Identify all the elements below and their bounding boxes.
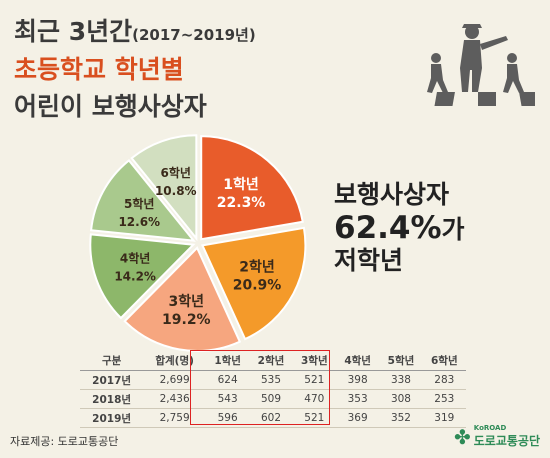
- logo-name: 도로교통공단: [473, 434, 541, 448]
- table-cell: 521: [292, 370, 336, 390]
- pie-value-1: 22.3%: [217, 195, 266, 211]
- table-row: 2018년 2,436 543 509 470 353 308 253: [80, 389, 466, 409]
- pie-label-1: 1학년: [223, 177, 259, 193]
- table-cell: 535: [249, 370, 293, 390]
- table-row: 2019년 2,759 596 602 521 369 352 319: [80, 408, 466, 428]
- table-header-cell: 6학년: [422, 350, 466, 371]
- pie-label-2: 2학년: [239, 259, 275, 275]
- callout: 보행사상자 62.4%가 저학년: [334, 180, 465, 276]
- callout-suffix: 가: [441, 214, 465, 244]
- table-cell: 2,436: [143, 389, 206, 409]
- pie-slice-1: [200, 135, 304, 241]
- title-line-3: 어린이 보행사상자: [14, 92, 207, 121]
- pie-value-5: 12.6%: [118, 215, 160, 229]
- table-cell: 543: [205, 389, 250, 409]
- callout-line-2: 62.4%가: [334, 210, 465, 247]
- title-line-1-years: (2017~2019년): [132, 26, 256, 44]
- pie-value-2: 20.9%: [233, 277, 282, 293]
- data-table: 구분 합계(명) 1학년 2학년 3학년 4학년 5학년 6학년 2017년 2…: [80, 350, 466, 428]
- title-line-2: 초등학교 학년별: [14, 55, 184, 84]
- table-header-cell: 2학년: [249, 350, 293, 371]
- table-header-cell: 1학년: [205, 350, 250, 371]
- table-cell: 253: [422, 389, 466, 409]
- pie-slice-5: [90, 159, 196, 242]
- table-header-cell: 4학년: [335, 350, 380, 371]
- pie-slice-6: [130, 134, 198, 242]
- pie-value-6: 10.8%: [155, 184, 197, 198]
- table-header-cell: 구분: [80, 350, 144, 371]
- title-line-1-main: 최근 3년간: [14, 17, 133, 46]
- table-cell: 509: [249, 389, 293, 409]
- callout-line-1: 보행사상자: [334, 180, 450, 209]
- table-cell: 2,759: [143, 408, 206, 428]
- table-cell: 308: [379, 389, 423, 409]
- table-header-cell: 5학년: [379, 350, 423, 371]
- table-cell: 319: [422, 408, 466, 428]
- table-cell: 398: [335, 370, 380, 390]
- pie-label-3: 3학년: [169, 294, 205, 310]
- clover-icon: ✤: [454, 424, 471, 449]
- source-note: 자료제공: 도로교통공단: [10, 435, 119, 448]
- pie-slice-3: [123, 246, 242, 352]
- table-header-cell: 3학년: [292, 350, 336, 371]
- table-cell: 2019년: [80, 408, 144, 428]
- pie-value-4: 14.2%: [114, 270, 156, 284]
- table-cell: 521: [292, 408, 336, 428]
- title-line-1: 최근 3년간(2017~2019년): [14, 12, 256, 48]
- crossing-pedestrians-icon: [427, 24, 535, 106]
- table-cell: 470: [292, 389, 336, 409]
- pie-label-6: 6학년: [161, 165, 191, 180]
- table-cell: 602: [249, 408, 293, 428]
- pie-slice-4: [89, 233, 196, 320]
- table-cell: 2018년: [80, 389, 144, 409]
- table-cell: 369: [335, 408, 380, 428]
- table-cell: 2017년: [80, 370, 144, 390]
- table-cell: 624: [205, 370, 250, 390]
- logo-small-text: KoROAD: [473, 424, 507, 432]
- pie-slice-2: [200, 226, 307, 341]
- pie-label-5: 5학년: [124, 196, 154, 211]
- table-cell: 2,699: [143, 370, 206, 390]
- table-cell: 596: [205, 408, 250, 428]
- koroad-logo: ✤ KoROAD 도로교통공단: [454, 424, 540, 449]
- table-cell: 353: [335, 389, 380, 409]
- table-row: 2017년 2,699 624 535 521 398 338 283: [80, 370, 466, 390]
- table-header-cell: 합계(명): [143, 350, 206, 371]
- table-cell: 283: [422, 370, 466, 390]
- table-cell: 352: [379, 408, 423, 428]
- table-cell: 338: [379, 370, 423, 390]
- pie-label-4: 4학년: [120, 251, 150, 266]
- callout-percent: 62.4%: [334, 209, 442, 246]
- callout-line-3: 저학년: [334, 246, 404, 276]
- pie-value-3: 19.2%: [162, 312, 211, 328]
- table-header-row: 구분 합계(명) 1학년 2학년 3학년 4학년 5학년 6학년: [80, 350, 466, 371]
